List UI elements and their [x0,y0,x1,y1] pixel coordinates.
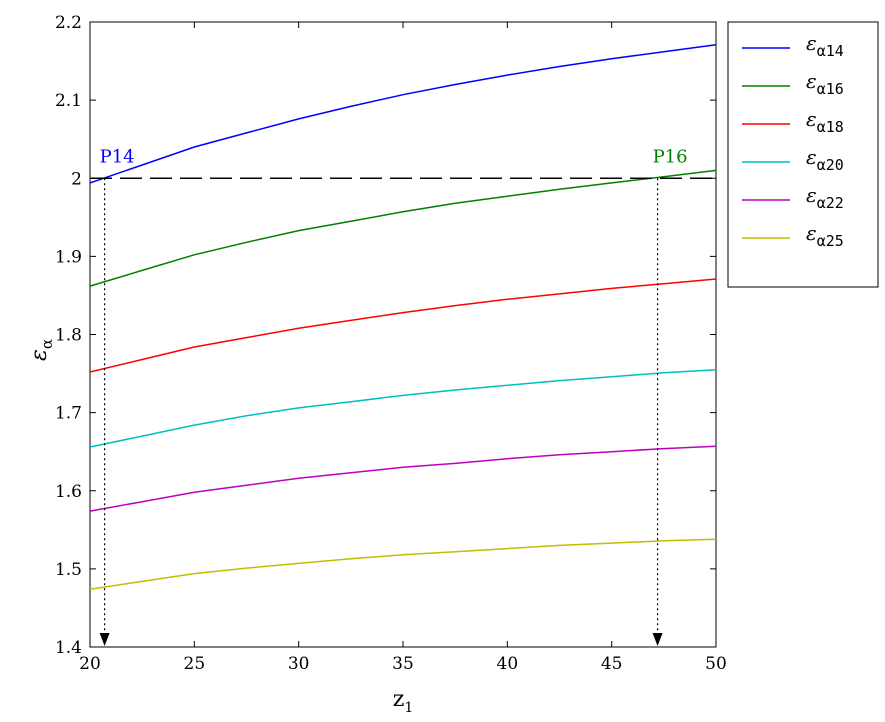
x-tick-label: 50 [705,654,727,674]
series-line-alpha18 [89,278,717,373]
y-tick-label: 1.7 [55,404,82,424]
legend-label: εα20 [806,145,844,174]
series-line-alpha20 [89,368,717,448]
series-line-alpha25 [89,538,717,590]
x-tick-label: 20 [79,654,101,674]
y-tick-label: 1.8 [55,326,82,346]
y-tick-label: 1.5 [55,560,82,580]
x-axis-title: z1 [393,687,414,716]
y-tick-label: 1.9 [55,247,82,267]
y-tick-label: 2.2 [55,13,82,33]
y-axis-title: εα [27,339,56,361]
series-line-alpha22 [89,445,717,512]
y-tick-label: 1.6 [55,482,82,502]
legend-label: εα16 [806,69,844,98]
legend-box [727,21,879,288]
y-tick-label: 2.1 [55,91,82,111]
annotation-label: P14 [100,146,135,167]
plot-area [89,21,717,648]
annotation-arrow [99,633,110,646]
legend: εα14 εα16 εα18 εα20 εα22 εα25 [727,21,879,288]
annotation-arrow [652,633,663,646]
series-line-alpha14 [89,43,717,184]
legend-label: εα14 [806,31,844,60]
y-tick-label: 1.4 [55,638,82,658]
series-line-alpha16 [89,169,717,287]
annotations: P14 P16 [99,146,688,646]
x-tick-label: 35 [392,654,414,674]
legend-label: εα18 [806,107,844,136]
x-tick-label: 40 [497,654,519,674]
axis-ticks: 20 25 30 35 40 45 50 1.4 1.5 1.6 1.7 1.8 1.9 2 2.1 2.2 [55,13,727,674]
legend-label: εα25 [806,221,844,250]
annotation-label: P16 [653,146,688,167]
x-tick-label: 45 [601,654,623,674]
y-tick-label: 2 [71,169,82,189]
x-tick-label: 25 [184,654,206,674]
legend-label: εα22 [806,183,844,212]
series-lines [89,43,717,590]
x-tick-label: 30 [288,654,310,674]
